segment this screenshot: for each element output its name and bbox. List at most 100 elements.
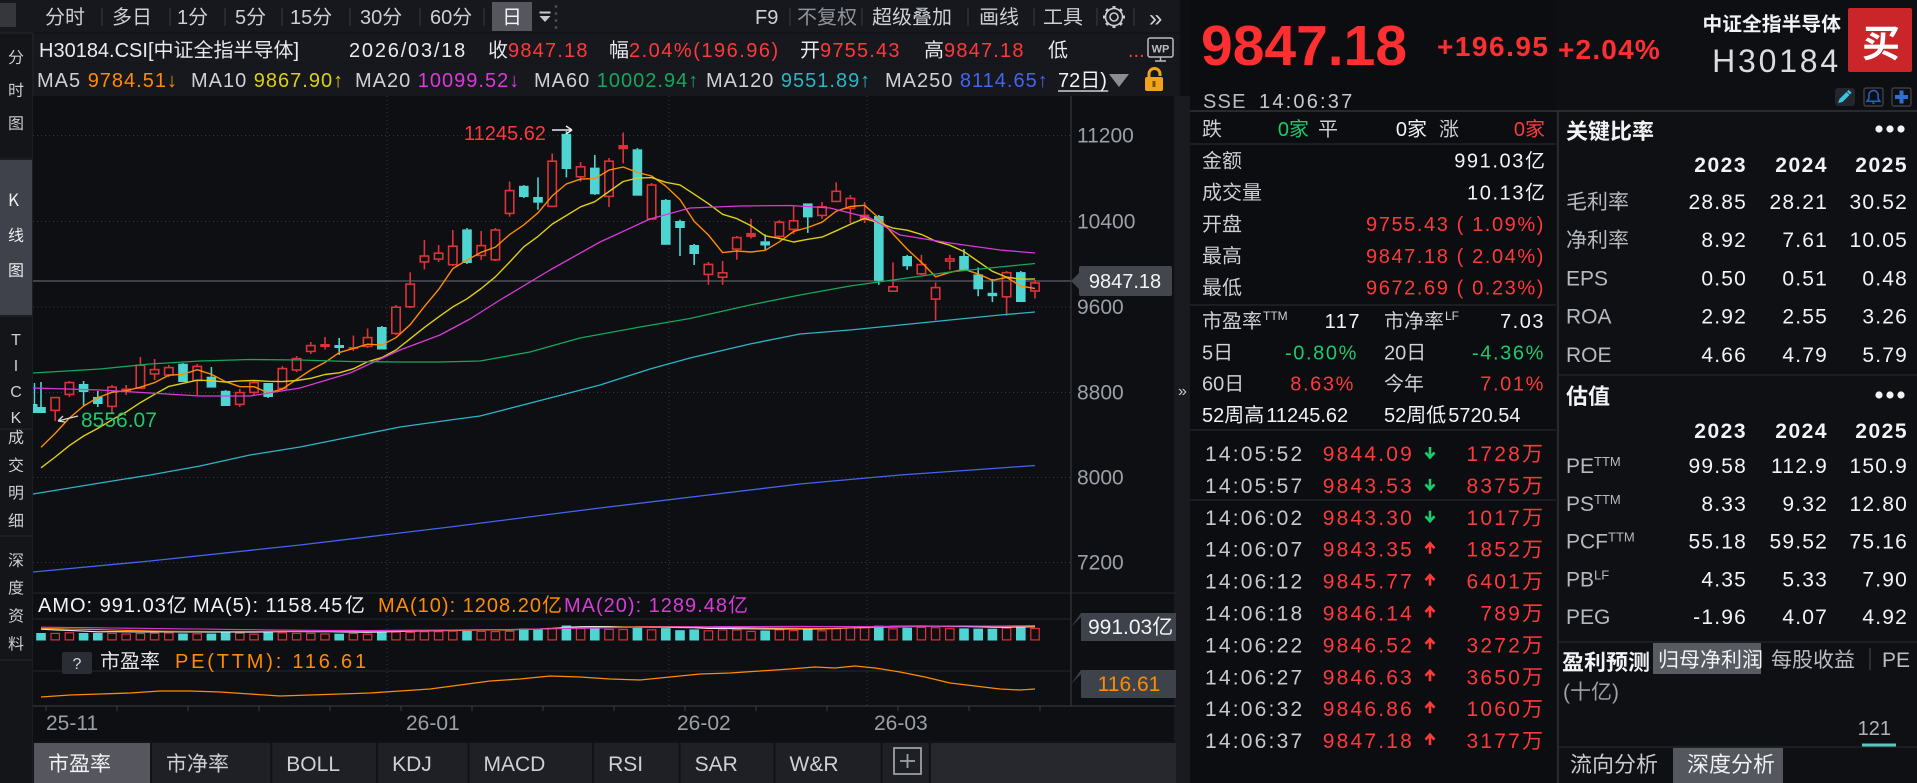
svg-text:3650: 3650: [1467, 666, 1523, 689]
svg-text:PE: PE: [1882, 649, 1910, 672]
svg-text:MA(10): 1208.20: MA(10): 1208.20: [378, 595, 542, 617]
svg-text:7.90: 7.90: [1862, 568, 1908, 591]
svg-text:11245.62: 11245.62: [464, 123, 546, 145]
svg-text:K: K: [11, 410, 22, 427]
svg-text:11245.62: 11245.62: [1266, 405, 1348, 427]
svg-text:4.79: 4.79: [1782, 344, 1828, 367]
svg-text:9755.43: 9755.43: [820, 40, 901, 62]
svg-text:SAR: SAR: [695, 753, 738, 776]
svg-text:9600: 9600: [1077, 296, 1124, 319]
svg-text:10400: 10400: [1077, 211, 1135, 234]
svg-text:12.80: 12.80: [1849, 493, 1908, 516]
svg-text:9847.18: 9847.18: [1201, 14, 1407, 78]
svg-text:0.51: 0.51: [1782, 267, 1828, 290]
svg-text:3177: 3177: [1467, 730, 1523, 753]
svg-text:11200: 11200: [1077, 125, 1134, 148]
svg-text:9847.18: 9847.18: [1323, 730, 1414, 753]
svg-text:7.03: 7.03: [1500, 311, 1545, 333]
svg-text:MACD: MACD: [484, 753, 546, 776]
svg-text:52: 52: [1202, 405, 1224, 427]
svg-text:2024: 2024: [1775, 154, 1828, 177]
svg-text:TTM: TTM: [1594, 492, 1621, 507]
svg-text:PB: PB: [1566, 568, 1594, 591]
svg-text:0.48: 0.48: [1862, 267, 1908, 290]
svg-text:4.35: 4.35: [1701, 568, 1747, 591]
svg-text:C: C: [10, 384, 22, 401]
svg-text:14:06:27: 14:06:27: [1205, 666, 1304, 689]
svg-text:8000: 8000: [1077, 467, 1124, 490]
svg-text:PS: PS: [1566, 493, 1594, 516]
svg-text:9843.53: 9843.53: [1323, 475, 1414, 498]
svg-text:1017: 1017: [1467, 507, 1523, 530]
svg-text:8.63%: 8.63%: [1290, 374, 1355, 396]
svg-text:4.92: 4.92: [1862, 606, 1908, 629]
svg-text:ROA: ROA: [1566, 306, 1612, 329]
svg-text:MA(20): 1289.48: MA(20): 1289.48: [564, 595, 728, 617]
svg-text:BOLL: BOLL: [286, 753, 340, 776]
svg-text:10.13: 10.13: [1467, 182, 1525, 204]
svg-text:1: 1: [177, 7, 188, 29]
svg-text:5: 5: [235, 7, 246, 29]
svg-text:?: ?: [73, 656, 82, 673]
svg-text:55.18: 55.18: [1688, 531, 1747, 554]
svg-text:14:05:57: 14:05:57: [1205, 475, 1304, 498]
svg-text:9847.18: 9847.18: [1089, 271, 1161, 293]
svg-text:LF: LF: [1594, 567, 1609, 582]
svg-text:9846.86: 9846.86: [1323, 698, 1414, 721]
svg-text:F9: F9: [755, 7, 778, 29]
svg-text:116.61: 116.61: [1098, 673, 1161, 696]
svg-text:H30184.CSI[: H30184.CSI[: [39, 40, 154, 62]
svg-text:LF: LF: [1445, 309, 1459, 323]
svg-text:MA5: MA5: [37, 70, 81, 92]
svg-text:1852: 1852: [1467, 539, 1523, 562]
svg-text:ROE: ROE: [1566, 344, 1612, 367]
svg-text:9672.69 ( 0.23%): 9672.69 ( 0.23%): [1366, 278, 1545, 300]
svg-text:9551.89↑: 9551.89↑: [781, 70, 871, 92]
svg-text:991.03: 991.03: [1088, 616, 1152, 639]
svg-text:99.58: 99.58: [1688, 455, 1747, 478]
svg-text:MA60: MA60: [534, 70, 590, 92]
svg-text:28.85: 28.85: [1688, 191, 1747, 214]
svg-text:14:06:12: 14:06:12: [1205, 571, 1304, 594]
svg-text:TTM: TTM: [1594, 454, 1621, 469]
svg-text:25-11: 25-11: [46, 712, 98, 735]
svg-text:59.52: 59.52: [1769, 531, 1828, 554]
svg-text:9847.18: 9847.18: [944, 40, 1025, 62]
svg-text:8800: 8800: [1077, 382, 1124, 405]
svg-text:991.03: 991.03: [1454, 151, 1525, 173]
svg-text:9846.52: 9846.52: [1323, 634, 1414, 657]
svg-text:0: 0: [1278, 119, 1289, 141]
svg-text:9846.63: 9846.63: [1323, 666, 1414, 689]
svg-text:AMO: 991.03: AMO: 991.03: [38, 595, 167, 617]
svg-text:2.92: 2.92: [1701, 306, 1747, 329]
svg-text:9843.35: 9843.35: [1323, 539, 1414, 562]
svg-text:2025: 2025: [1855, 154, 1908, 177]
svg-text:72: 72: [1058, 70, 1080, 92]
svg-text:9.32: 9.32: [1782, 493, 1828, 516]
svg-text:2.04%(196.96): 2.04%(196.96): [629, 40, 780, 62]
svg-text:TTM: TTM: [1263, 309, 1288, 323]
svg-text:EPS: EPS: [1566, 267, 1608, 290]
svg-text:-1.96: -1.96: [1693, 606, 1747, 629]
svg-text:T: T: [11, 332, 21, 349]
svg-text:8.33: 8.33: [1701, 493, 1747, 516]
svg-text:-4.36%: -4.36%: [1472, 342, 1545, 364]
svg-text:14:06:02: 14:06:02: [1205, 507, 1304, 530]
svg-text:7200: 7200: [1077, 552, 1124, 575]
svg-text:8114.65↑: 8114.65↑: [960, 70, 1049, 92]
svg-text:14:06:22: 14:06:22: [1205, 634, 1304, 657]
svg-text:2.55: 2.55: [1782, 306, 1828, 329]
svg-text:KDJ: KDJ: [392, 753, 432, 776]
svg-text:150.9: 150.9: [1849, 455, 1908, 478]
svg-text:14:06:18: 14:06:18: [1205, 603, 1304, 626]
svg-text:H30184: H30184: [1712, 43, 1841, 79]
svg-text:9845.77: 9845.77: [1323, 571, 1414, 594]
svg-text:5: 5: [1202, 342, 1213, 364]
svg-text:75.16: 75.16: [1849, 531, 1908, 554]
svg-text:W&R: W&R: [790, 753, 839, 776]
svg-text:PCF: PCF: [1566, 531, 1608, 554]
svg-text:4.66: 4.66: [1701, 344, 1747, 367]
svg-text:1060: 1060: [1467, 698, 1523, 721]
svg-text:15: 15: [290, 7, 312, 29]
svg-text:5.33: 5.33: [1782, 568, 1828, 591]
